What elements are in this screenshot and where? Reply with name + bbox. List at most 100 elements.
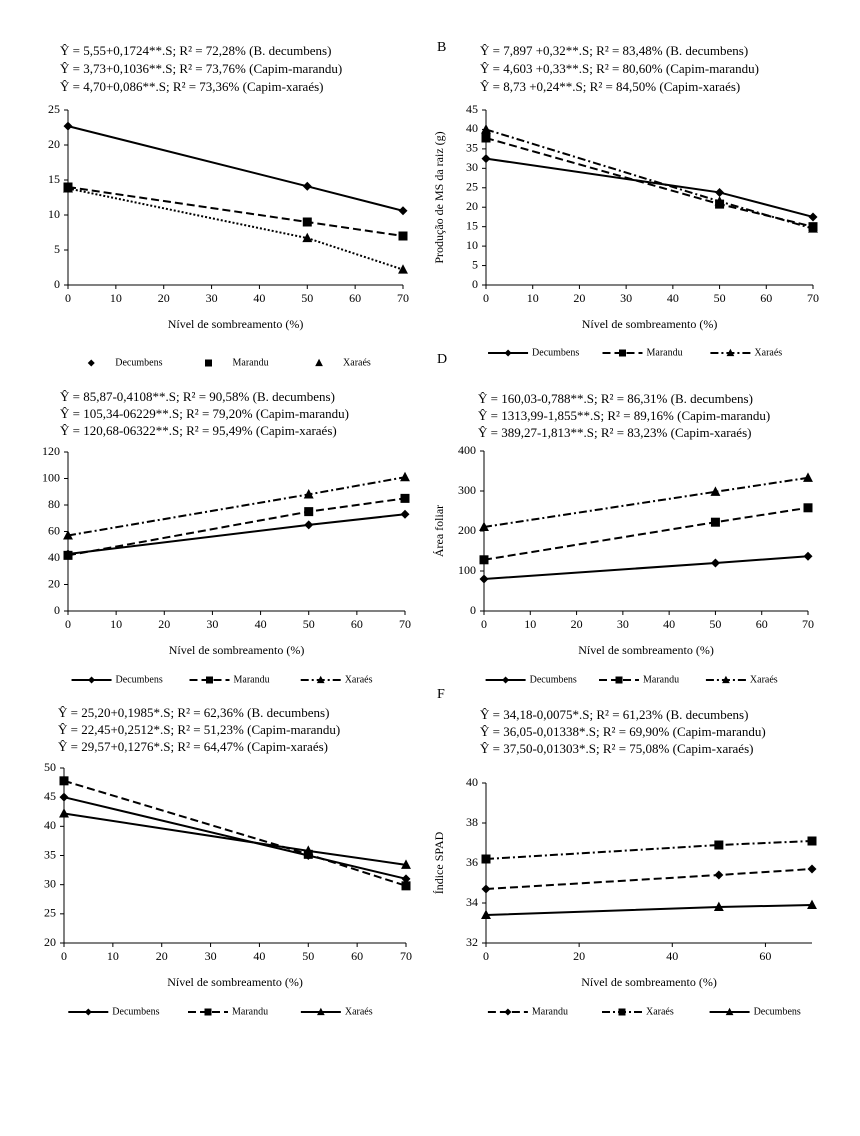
legend-label: Decumbens [532,347,579,358]
y-tick-label: 10 [466,238,478,252]
equation: Ŷ = 4,603 +0,33**.S; R² = 80,60% (Capim-… [480,61,759,76]
chart-panel: 20 25 30 35 40 45 50 0 10 20 30 40 50 60 70 Nível de so… [44,705,412,1017]
x-tick-label: 20 [158,291,170,305]
y-tick-label: 5 [54,242,60,256]
marker [504,1008,512,1016]
marker [807,836,817,846]
marker [714,195,725,206]
legend-label: Xaraés [343,357,371,368]
y-tick-label: 20 [48,576,60,590]
marker [302,232,313,243]
x-axis-label: Nível de sombreamento (%) [169,643,305,657]
legend-label: Decumbens [112,1006,159,1017]
marker [401,874,411,884]
y-tick-label: 40 [44,818,56,832]
legend-label: Decumbens [530,674,577,685]
y-axis-label: Índice SPAD [432,831,446,894]
x-tick-label: 20 [571,617,583,631]
marker [502,676,510,684]
x-tick-label: 20 [158,617,170,631]
marker [205,359,212,367]
y-tick-label: 40 [466,775,478,789]
marker [803,472,813,482]
legend-label: Marandu [647,347,683,358]
chart-panel: 0 5 10 15 20 25 30 35 40 45 0 10 20 30 40 50 60 70 Nível d… [432,40,819,358]
legend-label: Decumbens [754,1006,801,1017]
marker [479,574,489,584]
y-tick-label: 15 [466,218,478,232]
y-tick-label: 25 [48,102,60,116]
plot-area [64,768,406,943]
x-tick-label: 50 [303,617,315,631]
x-tick-label: 0 [481,617,487,631]
x-tick-label: 60 [351,617,363,631]
legend-label: Marandu [232,1006,268,1017]
y-tick-label: 200 [458,523,476,537]
legend-label: Xaraés [754,347,782,358]
x-tick-label: 10 [107,949,119,963]
marker [808,223,818,233]
y-tick-label: 30 [44,876,56,890]
marker [481,909,491,920]
equation: Ŷ = 34,18-0,0075*.S; R² = 61,23% (B. dec… [480,707,748,722]
x-tick-label: 40 [663,617,675,631]
marker [714,870,724,880]
marker [315,358,323,367]
x-tick-label: 20 [573,291,585,305]
x-tick-label: 60 [756,617,768,631]
y-tick-label: 400 [458,443,476,457]
equation: Ŷ = 3,73+0,1036**.S; R² = 73,76% (Capim-… [60,61,342,76]
x-tick-label: 20 [573,949,585,963]
x-axis-label: Nível de sombreamento (%) [168,317,304,331]
marker [807,899,817,910]
y-tick-label: 80 [48,497,60,511]
marker [316,675,325,684]
marker [84,1008,92,1016]
x-tick-label: 30 [620,291,632,305]
marker [303,845,314,855]
marker [710,517,720,527]
legend-label: Xaraés [750,674,778,685]
series-line [485,840,813,860]
y-tick-label: 20 [48,137,60,151]
marker [87,359,95,367]
equation: Ŷ = 29,57+0,1276*.S; R² = 64,47% (Capim-… [58,739,328,754]
marker [618,1008,626,1016]
marker [63,530,73,540]
x-tick-label: 30 [206,617,218,631]
y-tick-label: 35 [44,847,56,861]
marker [479,555,489,565]
y-tick-label: 300 [458,483,476,497]
y-axis-label: Produção de MS da raiz (g) [432,131,446,263]
y-tick-label: 15 [48,172,60,186]
y-tick-label: 10 [48,207,60,221]
y-tick-label: 30 [466,160,478,174]
y-tick-label: 34 [466,895,478,909]
x-tick-label: 70 [802,617,814,631]
x-tick-label: 0 [65,617,71,631]
chart-panel: 0 5 10 15 20 25 0 10 20 30 40 50 60 70 Nível de sombre… [48,43,409,368]
marker [398,264,408,274]
x-axis-label: Nível de sombreamento (%) [578,643,714,657]
y-tick-label: 40 [466,121,478,135]
legend-label: Xaraés [345,1006,373,1017]
marker [808,212,818,222]
x-tick-label: 70 [400,949,412,963]
x-tick-label: 30 [205,949,217,963]
marker [481,884,491,894]
panel-letter: B [437,40,446,55]
marker [63,121,73,131]
y-tick-label: 120 [42,444,60,458]
y-axis-label: Área foliar [432,505,446,557]
marker [504,349,512,357]
equation: Ŷ = 4,70+0,086**.S; R² = 73,36% (Capim-x… [60,79,323,94]
x-tick-label: 70 [807,291,819,305]
y-tick-label: 100 [42,470,60,484]
marker [63,183,73,193]
y-tick-label: 0 [472,277,478,291]
x-tick-label: 10 [524,617,536,631]
panel-letter: F [437,687,445,702]
x-tick-label: 40 [253,949,265,963]
y-tick-label: 25 [466,180,478,194]
